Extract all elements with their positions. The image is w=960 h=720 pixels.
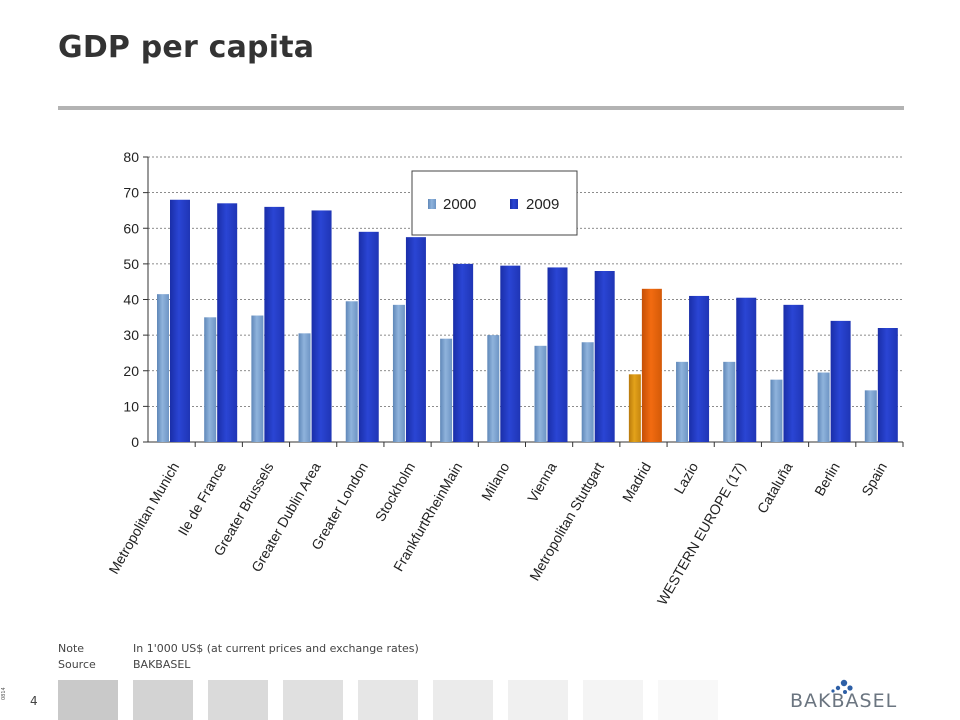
logo-text: BAKBASEL — [790, 690, 898, 712]
x-tick-label: Milano — [478, 459, 513, 503]
bar-2000 — [345, 301, 358, 442]
x-tick-label: Berlin — [811, 460, 843, 499]
bar-2009 — [594, 271, 615, 442]
bar-2000 — [440, 338, 453, 442]
footer-box-8 — [583, 680, 643, 720]
legend-swatch-2009 — [510, 199, 518, 209]
bar-2000 — [392, 304, 405, 442]
bar-2000 — [298, 333, 311, 442]
bar-2000 — [487, 335, 500, 442]
chart-notes: Note In 1'000 US$ (at current prices and… — [58, 641, 419, 673]
x-tick-label: Ile de France — [175, 459, 230, 538]
x-tick-label: Spain — [858, 460, 890, 499]
page-number: 4 — [30, 694, 38, 708]
bar-2000 — [723, 361, 736, 442]
bar-2009 — [689, 295, 710, 442]
bar-2000 — [581, 342, 594, 442]
y-tick-label: 50 — [123, 256, 139, 272]
footer-color-strip — [58, 680, 718, 720]
footer-box-2 — [133, 680, 193, 720]
footer-box-3 — [208, 680, 268, 720]
footer-box-6 — [433, 680, 493, 720]
bar-2000 — [534, 345, 547, 442]
bar-2009 — [358, 231, 379, 442]
x-tick-label: Lazio — [671, 459, 702, 496]
x-tick-label: Cataluña — [754, 459, 796, 516]
footer-box-1 — [58, 680, 118, 720]
bar-2009 — [783, 304, 804, 442]
bar-2009 — [641, 288, 662, 442]
legend-label-2000: 2000 — [443, 196, 476, 213]
source-label: Source — [58, 658, 96, 671]
bar-2000 — [864, 390, 877, 442]
x-tick-label: Stockholm — [372, 460, 419, 525]
y-tick-label: 40 — [123, 292, 139, 308]
note-label: Note — [58, 642, 85, 655]
note-text: In 1'000 US$ (at current prices and exch… — [133, 642, 419, 655]
bar-2009 — [217, 203, 238, 442]
y-tick-label: 70 — [123, 185, 139, 201]
footer-box-7 — [508, 680, 568, 720]
footer-box-5 — [358, 680, 418, 720]
bar-2009 — [736, 297, 757, 442]
bar-2009 — [405, 237, 426, 442]
gdp-bar-chart: 0 10 20 30 40 50 60 70 80 Metropolitan MunichIle … — [105, 149, 904, 608]
x-tick-label: WESTERN EUROPE (17) — [654, 460, 749, 608]
x-tick-label: Madrid — [619, 460, 654, 505]
y-tick-label: 60 — [123, 220, 139, 236]
footer-box-4 — [283, 680, 343, 720]
bar-2009 — [170, 199, 190, 442]
bar-2009 — [877, 328, 898, 442]
bar-2009 — [453, 263, 474, 442]
document-code: 0814 — [1, 687, 7, 700]
bakbasel-logo: BAKBASEL — [790, 678, 905, 716]
bar-2000 — [817, 372, 830, 442]
y-tick-label: 30 — [123, 327, 139, 343]
bar-2000 — [628, 374, 641, 442]
legend-box — [411, 170, 578, 236]
bar-2009 — [311, 210, 332, 442]
y-tick-label: 0 — [131, 434, 139, 450]
bar-2009 — [264, 206, 285, 442]
y-tick-label: 20 — [123, 363, 139, 379]
bar-2000 — [770, 379, 783, 442]
bar-2000 — [157, 294, 169, 442]
bar-2009 — [500, 265, 521, 442]
bar-2000 — [204, 317, 217, 442]
footer-box-9 — [658, 680, 718, 720]
page-title: GDP per capita — [58, 30, 315, 65]
y-tick-label: 80 — [123, 149, 139, 165]
bar-2009 — [547, 267, 568, 442]
title-divider — [58, 106, 904, 110]
legend-label-2009: 2009 — [526, 196, 559, 213]
x-tick-label: Metropolitan Munich — [105, 460, 182, 577]
bar-2009 — [830, 320, 851, 442]
x-tick-label: Vienna — [524, 459, 560, 505]
y-tick-label: 10 — [123, 398, 139, 414]
bar-2000 — [251, 315, 264, 442]
logo-dots-icon — [831, 679, 853, 694]
legend-swatch-2000 — [428, 199, 436, 209]
bar-2000 — [676, 361, 689, 442]
source-text: BAKBASEL — [133, 658, 191, 671]
